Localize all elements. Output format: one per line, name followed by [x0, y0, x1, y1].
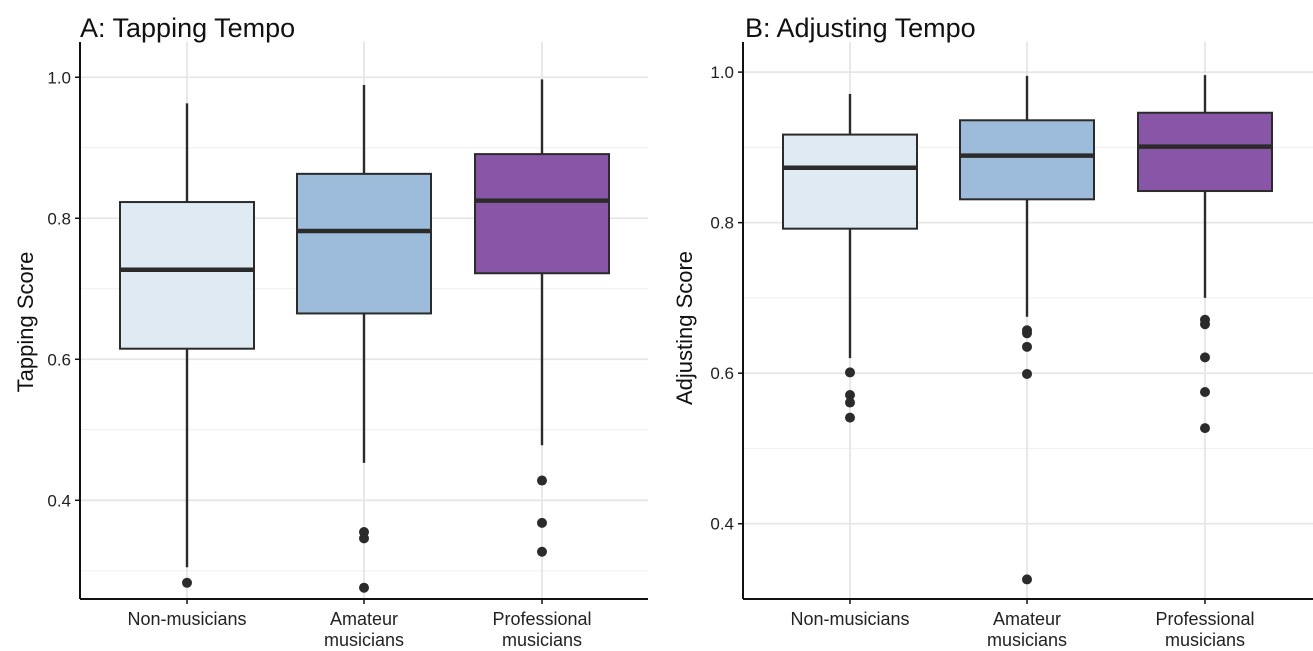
iqr-box: [296, 172, 432, 315]
panel-b-boxes: [782, 75, 1273, 585]
outlier-point: [1022, 341, 1032, 352]
y-tick-label: 0.6: [47, 350, 71, 369]
panel-b: B: Adjusting Tempo Adjusting Score 0.40.…: [672, 13, 1313, 650]
outlier-point: [359, 533, 369, 544]
x-tick-label: musicians: [987, 630, 1067, 650]
x-tick-label: musicians: [324, 630, 404, 650]
y-tick-label: 0.8: [710, 214, 734, 233]
x-tick-label: musicians: [1165, 630, 1245, 650]
x-tick-label: Professional: [1155, 609, 1254, 629]
outlier-point: [845, 397, 855, 408]
y-tick-label: 1.0: [47, 68, 71, 87]
outlier-point: [537, 475, 547, 486]
y-tick-label: 0.6: [710, 364, 734, 383]
y-tick-label: 0.4: [47, 491, 71, 510]
y-tick-label: 0.4: [710, 515, 734, 534]
panel-a: A: Tapping Tempo Tapping Score 0.4 0.6 0.8…: [13, 13, 648, 650]
x-tick-label: Amateur: [993, 609, 1061, 629]
panel-b-axes: 0.4 0.6 0.8 1.0: [710, 42, 1313, 604]
outlier-point: [537, 546, 547, 557]
panel-a-title: A: Tapping Tempo: [80, 13, 295, 43]
panel-a-axes: 0.4 0.6 0.8 1.0: [47, 42, 648, 604]
outlier-point: [1200, 352, 1210, 363]
x-tick-label: musicians: [502, 630, 582, 650]
outlier-point: [1200, 423, 1210, 434]
iqr-box: [782, 133, 918, 230]
panel-b-category-labels: Non-musicians Amateur musicians Professi…: [790, 609, 1254, 650]
panel-a-boxes: [119, 79, 610, 593]
outlier-point: [845, 390, 855, 401]
outlier-point: [1022, 574, 1032, 585]
x-tick-label: Amateur: [330, 609, 398, 629]
panel-a-y-axis-label: Tapping Score: [13, 252, 38, 393]
outlier-point: [1022, 368, 1032, 379]
outlier-point: [845, 367, 855, 378]
x-tick-label: Non-musicians: [127, 609, 246, 629]
outlier-point: [1200, 387, 1210, 398]
outlier-point: [1022, 328, 1032, 339]
outlier-point: [1200, 319, 1210, 330]
y-tick-label: 1.0: [710, 63, 734, 82]
iqr-box: [474, 153, 610, 275]
iqr-box: [959, 119, 1095, 201]
iqr-box: [1137, 111, 1273, 193]
outlier-point: [845, 412, 855, 423]
y-tick-label: 0.8: [47, 209, 71, 228]
outlier-point: [537, 517, 547, 528]
panel-b-title: B: Adjusting Tempo: [745, 13, 976, 43]
outlier-point: [182, 577, 192, 588]
x-tick-label: Non-musicians: [790, 609, 909, 629]
outlier-point: [359, 582, 369, 593]
iqr-box: [119, 201, 255, 350]
panel-a-category-labels: Non-musicians Amateur musicians Professi…: [127, 609, 591, 650]
x-tick-label: Professional: [492, 609, 591, 629]
panel-b-y-axis-label: Adjusting Score: [672, 251, 697, 405]
